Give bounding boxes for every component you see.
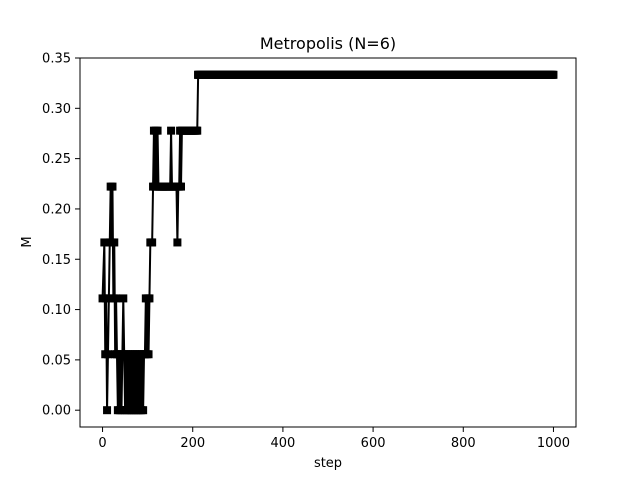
data-point <box>549 70 558 79</box>
y-tick-label: 0.20 <box>42 202 71 217</box>
data-point <box>145 294 154 303</box>
data-point <box>103 406 112 415</box>
data-point <box>103 350 112 359</box>
data-point <box>104 294 113 303</box>
axes-frame <box>79 57 577 428</box>
y-tick-label: 0.25 <box>42 152 71 167</box>
data-point <box>112 294 121 303</box>
x-tick-label: 1000 <box>537 436 570 451</box>
x-tick-label: 200 <box>180 436 205 451</box>
x-tick-label: 800 <box>451 436 476 451</box>
x-tick-label: 0 <box>98 436 106 451</box>
data-point <box>139 406 148 415</box>
y-tick-label: 0.35 <box>42 52 71 67</box>
data-point <box>108 182 117 191</box>
axis-ticks: 0 200 400 600 800 1000 0.00 0.05 0.10 0.15 0.20 0.2… <box>42 52 570 452</box>
data-point <box>100 238 109 247</box>
y-tick-label: 0.10 <box>42 303 71 318</box>
y-tick-label: 0.30 <box>42 102 71 117</box>
y-tick-label: 0.00 <box>42 404 71 419</box>
chart-title: Metropolis (N=6) <box>260 34 396 53</box>
data-point <box>167 126 176 135</box>
data-point <box>144 350 153 359</box>
data-point <box>177 182 185 191</box>
y-tick-label: 0.15 <box>42 253 71 268</box>
data-point <box>119 294 128 303</box>
data-point <box>193 126 202 135</box>
plot-area <box>98 70 558 415</box>
x-axis-label: step <box>314 456 342 471</box>
y-tick-label: 0.05 <box>42 353 71 368</box>
data-point <box>173 238 182 247</box>
y-axis-label: M <box>20 236 35 247</box>
x-tick-label: 600 <box>361 436 386 451</box>
x-tick-label: 400 <box>270 436 295 451</box>
data-point <box>153 126 162 135</box>
data-point <box>148 238 157 247</box>
data-point <box>110 238 119 247</box>
